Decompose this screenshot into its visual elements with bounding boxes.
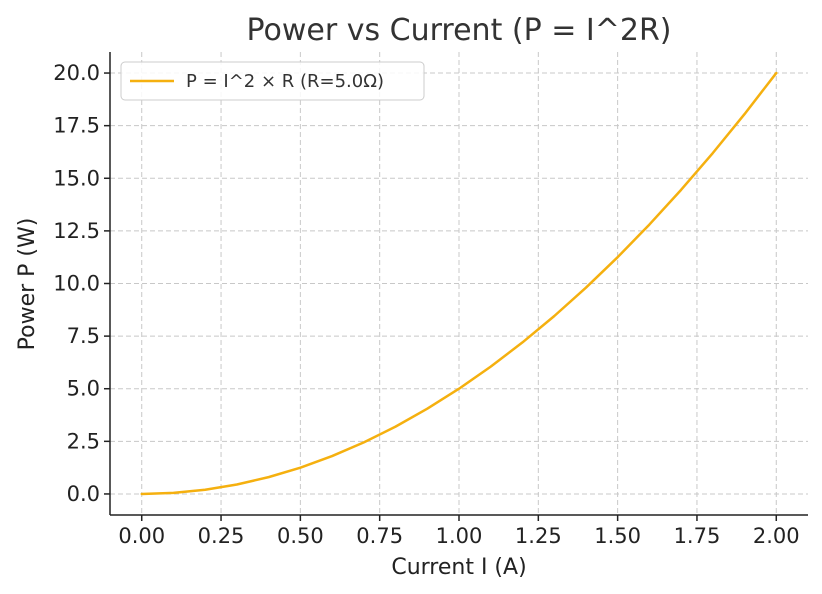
x-tick-label: 0.00 <box>118 524 165 548</box>
y-tick-label: 10.0 <box>53 272 100 296</box>
x-tick-label: 0.50 <box>277 524 324 548</box>
x-tick-label: 1.75 <box>674 524 721 548</box>
y-tick-label: 17.5 <box>53 114 100 138</box>
y-tick-label: 15.0 <box>53 166 100 190</box>
y-tick-label: 20.0 <box>53 61 100 85</box>
y-tick-label: 7.5 <box>67 324 100 348</box>
chart-title: Power vs Current (P = I^2R) <box>247 13 672 48</box>
legend-entry-label: P = I^2 × R (R=5.0Ω) <box>186 71 384 92</box>
y-axis-ticks: 0.0 2.5 5.0 7.5 10.0 12.5 15.0 17.5 20.0 <box>53 61 110 506</box>
series-line-power <box>140 71 778 496</box>
y-axis-label: Power P (W) <box>15 218 40 351</box>
x-tick-label: 1.00 <box>436 524 483 548</box>
y-tick-label: 0.0 <box>67 482 100 506</box>
series-layer <box>140 71 778 496</box>
x-tick-label: 0.25 <box>198 524 245 548</box>
grid <box>110 52 808 515</box>
x-axis-label: Current I (A) <box>391 555 526 580</box>
legend-box <box>120 61 425 101</box>
legend: P = I^2 × R (R=5.0Ω) <box>120 61 425 101</box>
x-tick-label: 1.25 <box>515 524 562 548</box>
y-tick-label: 2.5 <box>67 429 100 453</box>
x-tick-label: 2.00 <box>753 524 800 548</box>
x-axis-ticks: 0.00 0.25 0.50 0.75 1.00 1.25 1.50 1.75 2.00 <box>118 515 800 548</box>
x-tick-label: 0.75 <box>356 524 403 548</box>
x-tick-label: 1.50 <box>594 524 641 548</box>
y-tick-label: 5.0 <box>67 377 100 401</box>
y-tick-label: 12.5 <box>53 219 100 243</box>
